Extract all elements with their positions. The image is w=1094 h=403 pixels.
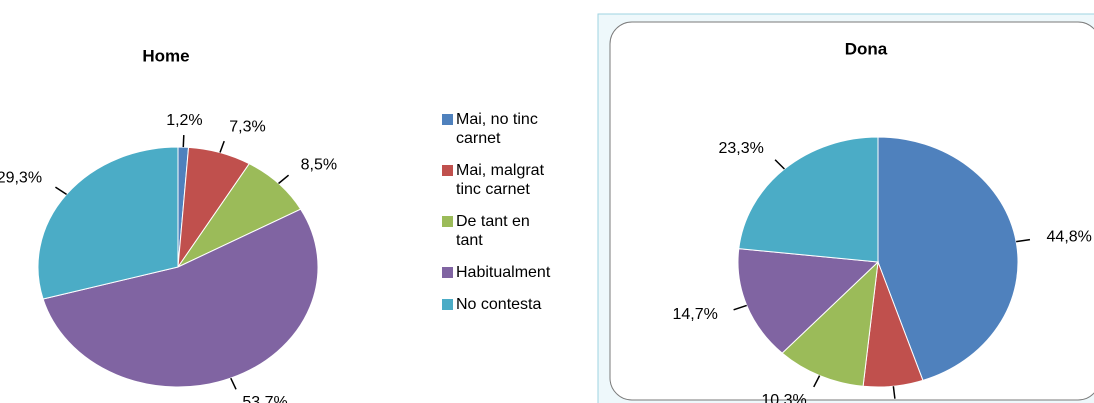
data-label: 23,3% [718,140,763,157]
legend-swatch [442,114,453,125]
legend-item: Mai, malgrat tinc carnet [442,161,554,199]
data-label: 44,8% [1047,228,1092,245]
legend-item: Mai, no tinc carnet [442,110,554,148]
legend: Mai, no tinc carnet Mai, malgrat tinc car… [442,110,554,327]
legend-label: Mai, no tinc carnet [456,111,538,147]
legend-label: De tant en tant [456,213,530,249]
leader-line [219,140,225,153]
leader-line [813,375,821,388]
leader-line [892,386,896,399]
legend-item: No contesta [442,295,554,314]
chart-title: Home [142,46,189,65]
data-label: 29,3% [0,170,42,187]
data-label: 10,3% [761,392,806,403]
leader-line [1016,238,1031,243]
pie-slice [877,136,1019,382]
leader-line [55,186,67,195]
legend-item: Habitualment [442,263,554,282]
leader-line [230,377,237,390]
data-label: 1,2% [166,112,202,129]
leader-line [774,159,785,170]
chart-title: Dona [845,39,888,58]
leader-line [182,135,185,148]
legend-item: De tant en tant [442,212,554,250]
legend-label: Mai, malgrat tinc carnet [456,162,545,198]
legend-swatch [442,216,453,227]
pie-slice [738,136,879,263]
legend-label: Habitualment [456,264,551,281]
leader-line [733,304,747,311]
pie-slice [37,146,179,300]
data-label: 14,7% [672,306,717,323]
leader-line [278,174,290,185]
legend-swatch [442,299,453,310]
data-label: 8,5% [301,156,337,173]
data-label: 53,7% [242,394,287,403]
data-label: 7,3% [229,119,265,136]
legend-label: No contesta [456,296,542,313]
legend-swatch [442,165,453,176]
legend-swatch [442,267,453,278]
